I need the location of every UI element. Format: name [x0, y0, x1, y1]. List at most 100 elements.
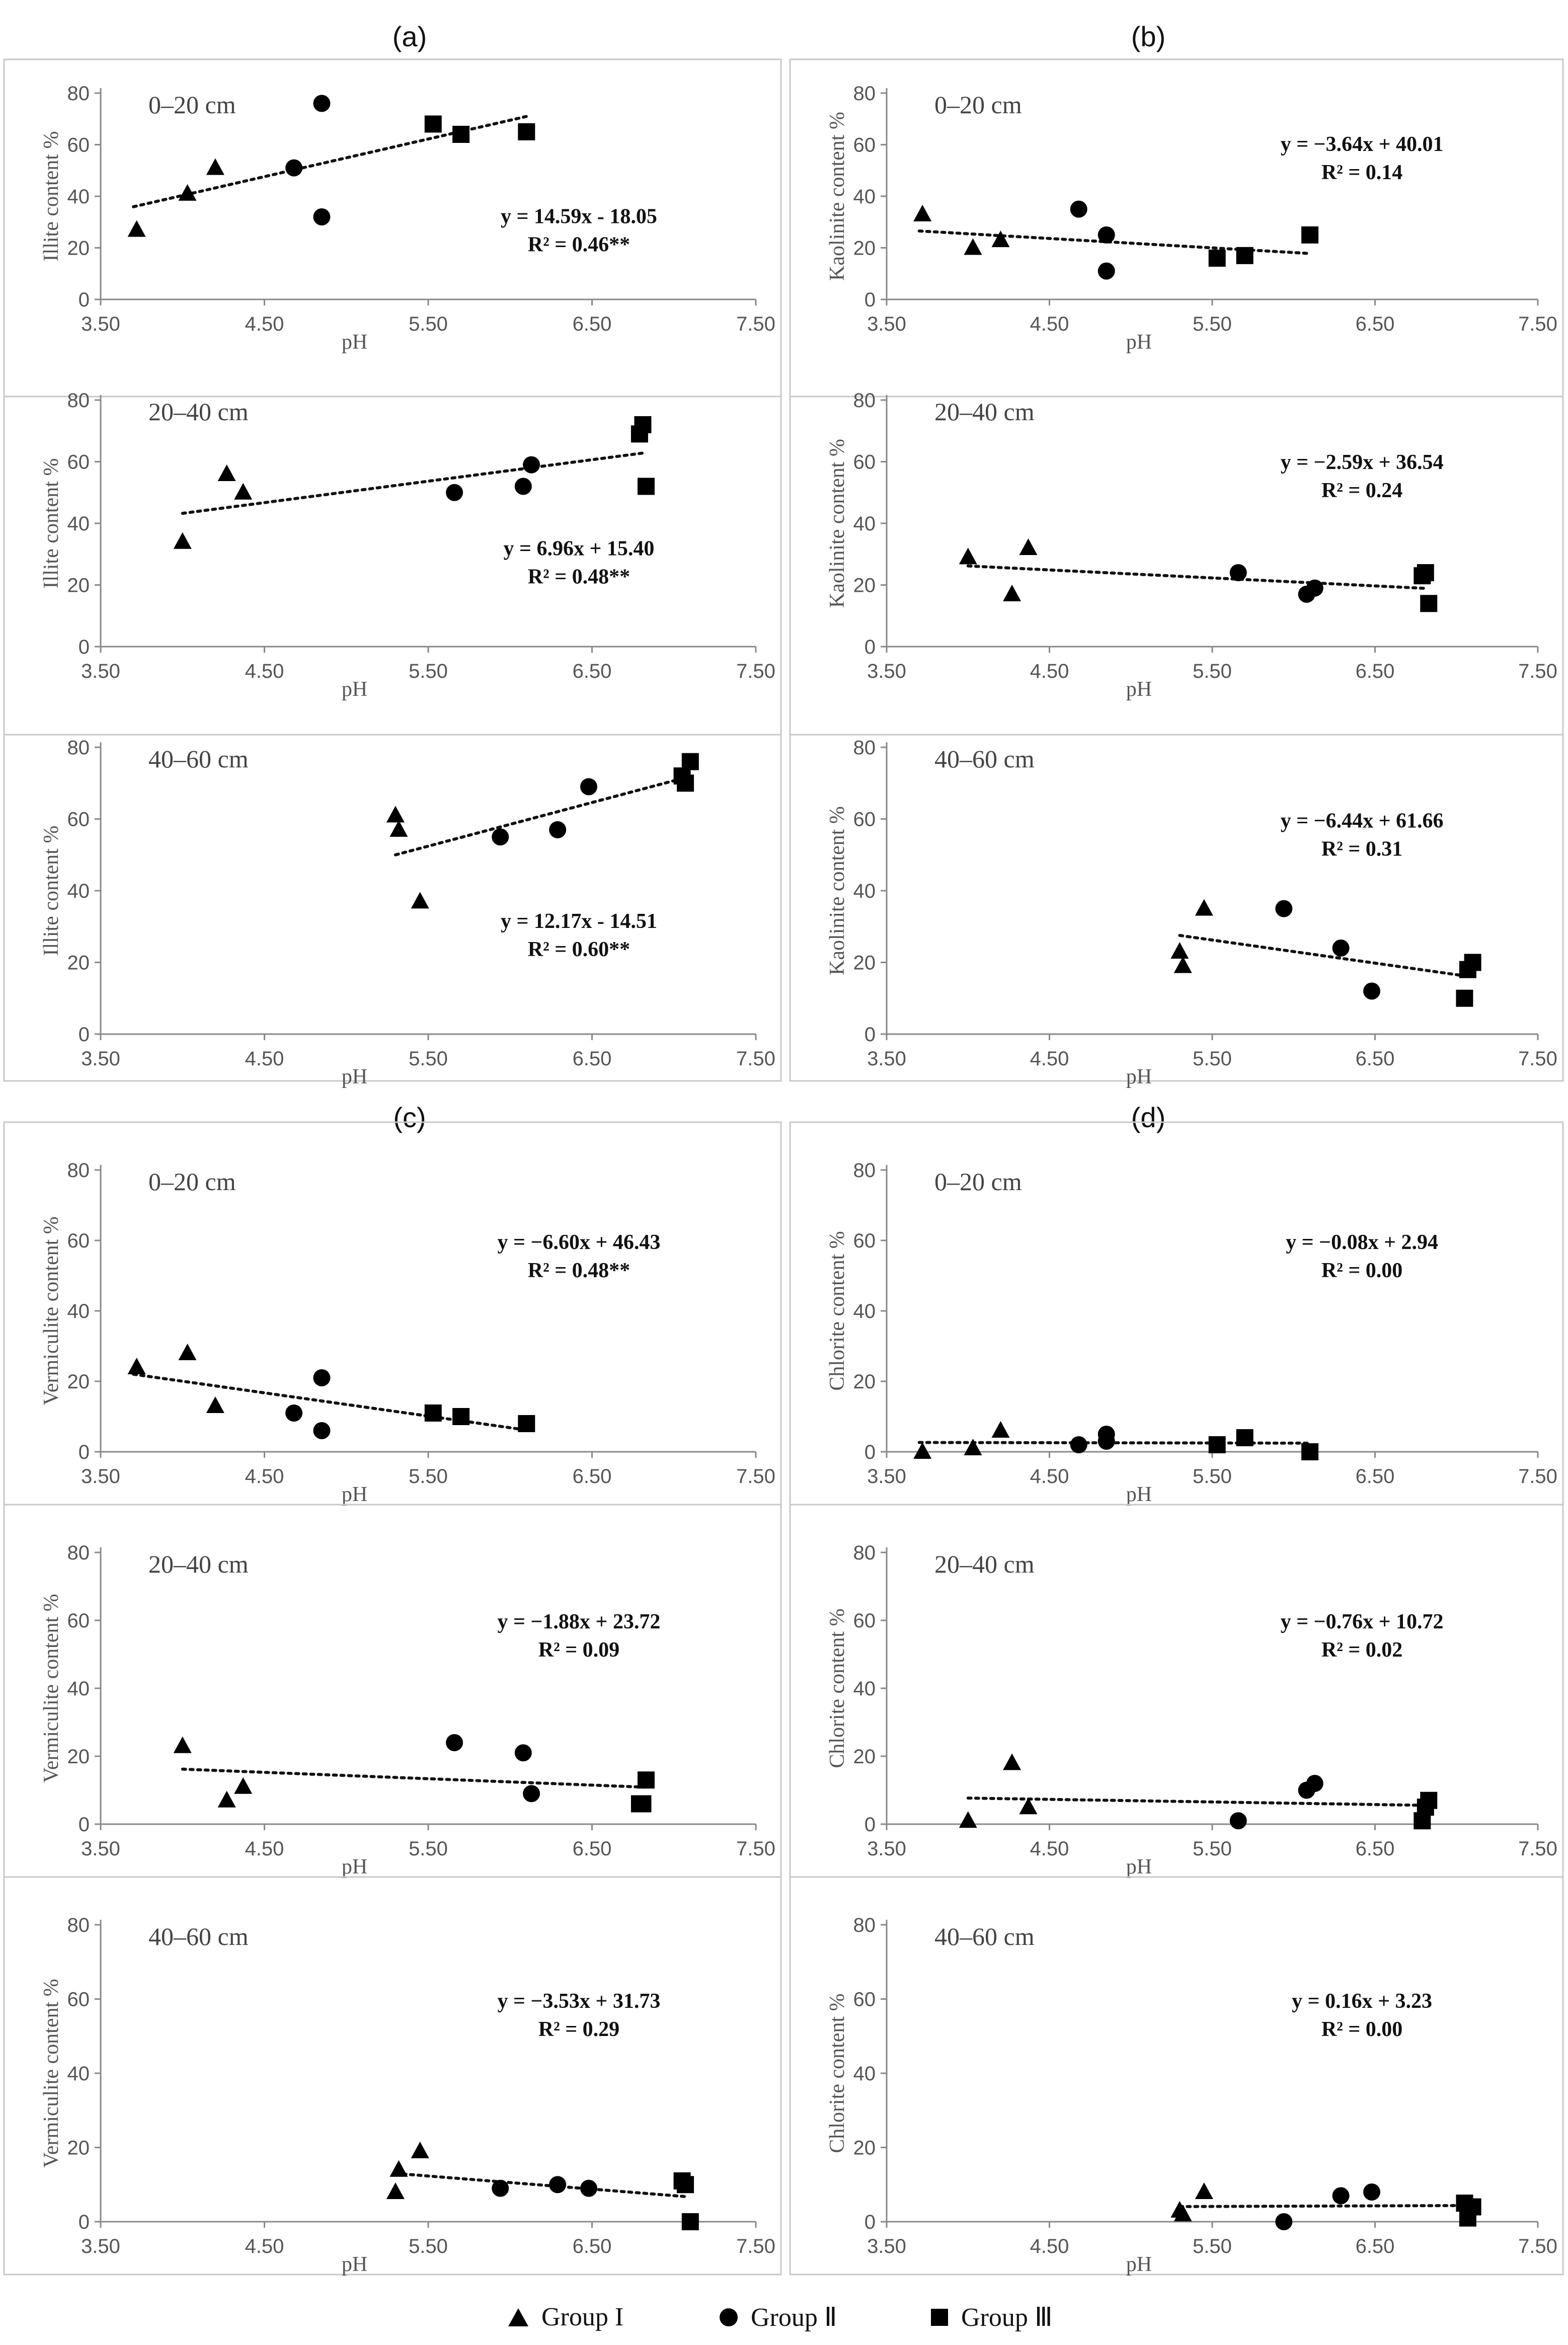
chart-a1: 0 20 40 60 80 3.50 4.50 5.50 6.50 7.50 pH Illite co…	[3, 58, 782, 398]
data-point-triangle	[1019, 538, 1038, 555]
data-point-triangle	[913, 204, 932, 221]
y-tick-label: 20	[67, 952, 90, 974]
equation-label: y = −6.44x + 61.66	[1281, 810, 1444, 833]
data-point-triangle	[386, 2182, 405, 2199]
data-point-triangle	[389, 2160, 408, 2177]
x-axis-label: pH	[342, 2253, 367, 2276]
x-axis-label: pH	[1126, 1483, 1152, 1506]
x-tick-label: 7.50	[1518, 313, 1557, 335]
y-axis-label: Kaolinite content %	[826, 439, 849, 608]
chart-b1: 0 20 40 60 80 3.50 4.50 5.50 6.50 7.50 pH Kaolinite…	[789, 58, 1564, 398]
x-tick-label: 3.50	[867, 660, 906, 682]
trend-line	[394, 775, 689, 856]
x-tick-label: 4.50	[245, 1465, 284, 1488]
x-tick-label: 4.50	[245, 660, 284, 682]
trend-line	[181, 451, 646, 515]
equation-label: y = −0.08x + 2.94	[1286, 1231, 1438, 1254]
data-point-circle	[1275, 900, 1293, 917]
x-tick-label: 3.50	[81, 660, 120, 682]
x-tick-label: 6.50	[573, 2235, 612, 2257]
data-point-square	[518, 123, 535, 140]
depth-label: 40–60 cm	[148, 1922, 249, 1950]
x-axis-label: pH	[1126, 331, 1152, 354]
trend-line	[1178, 933, 1471, 978]
r-squared-label: R² = 0.24	[1321, 479, 1402, 502]
data-point-circle	[1229, 564, 1247, 581]
y-tick-label: 60	[67, 134, 90, 157]
y-tick-label: 0	[79, 289, 90, 311]
data-point-triangle	[217, 464, 236, 481]
depth-label: 0–20 cm	[934, 91, 1022, 119]
data-point-circle	[1097, 226, 1115, 244]
data-point-circle	[523, 1785, 540, 1803]
depth-label: 0–20 cm	[148, 1167, 236, 1196]
legend-item-group2: Group Ⅱ	[720, 2302, 837, 2332]
data-point-circle	[446, 1734, 463, 1751]
data-point-circle	[580, 2179, 597, 2197]
y-tick-label: 80	[853, 389, 876, 412]
data-point-circle	[580, 778, 597, 796]
x-tick-label: 3.50	[81, 1048, 120, 1070]
x-axis-label: pH	[342, 1483, 367, 1506]
x-axis-label: pH	[342, 331, 367, 354]
r-squared-label: R² = 0.29	[538, 2018, 619, 2041]
x-axis-label: pH	[1126, 1065, 1152, 1088]
y-tick-label: 60	[853, 1230, 876, 1252]
legend-item-group3: Group Ⅲ	[931, 2302, 1053, 2332]
x-tick-label: 5.50	[409, 2235, 448, 2257]
r-squared-label: R² = 0.00	[1321, 1259, 1402, 1282]
equation-label: y = 6.96x + 15.40	[504, 537, 655, 561]
y-tick-label: 40	[67, 2063, 90, 2085]
r-squared-label: R² = 0.46**	[528, 233, 630, 256]
x-tick-label: 6.50	[573, 1465, 612, 1488]
data-point-circle	[313, 208, 331, 225]
data-point-circle	[446, 484, 463, 501]
x-tick-label: 3.50	[867, 313, 906, 335]
x-tick-label: 3.50	[867, 2235, 906, 2257]
y-tick-label: 20	[853, 575, 876, 597]
x-tick-label: 6.50	[1356, 1048, 1395, 1070]
y-tick-label: 40	[853, 513, 876, 535]
data-point-circle	[492, 2179, 509, 2197]
y-tick-label: 0	[79, 1814, 90, 1836]
x-tick-label: 3.50	[867, 1838, 906, 1860]
y-axis-label: Illite content %	[40, 131, 63, 262]
y-tick-label: 80	[67, 389, 90, 412]
data-point-square	[452, 1408, 470, 1425]
data-point-circle	[492, 828, 509, 846]
data-point-triangle	[1019, 1797, 1038, 1815]
data-point-circle	[523, 456, 540, 474]
data-point-circle	[1332, 2187, 1350, 2205]
equation-label: y = −0.76x + 10.72	[1281, 1610, 1444, 1633]
y-axis-label: Chlorite content %	[826, 1608, 849, 1768]
depth-label: 40–60 cm	[934, 745, 1035, 773]
y-tick-label: 40	[67, 1678, 90, 1700]
y-tick-label: 40	[67, 880, 90, 902]
x-axis-label: pH	[342, 1855, 367, 1879]
x-tick-label: 5.50	[1193, 1838, 1232, 1860]
depth-label: 40–60 cm	[934, 1922, 1035, 1950]
data-point-circle	[514, 478, 532, 495]
y-axis-label: Kaolinite content %	[826, 806, 849, 975]
x-tick-label: 4.50	[245, 1048, 284, 1070]
circle-marker-icon	[720, 2308, 738, 2326]
x-tick-label: 4.50	[1030, 2235, 1069, 2257]
y-tick-label: 20	[67, 1371, 90, 1393]
y-tick-label: 20	[853, 238, 876, 260]
depth-label: 20–40 cm	[934, 1550, 1035, 1578]
x-tick-label: 7.50	[736, 1048, 775, 1070]
r-squared-label: R² = 0.14	[1321, 161, 1402, 184]
data-point-square	[1208, 250, 1226, 267]
data-point-triangle	[127, 1358, 146, 1374]
data-point-circle	[549, 821, 567, 838]
triangle-marker-icon	[508, 2308, 528, 2326]
data-point-triangle	[1195, 899, 1213, 916]
data-point-circle	[1070, 1436, 1087, 1453]
y-axis-label: Illite content %	[40, 458, 63, 589]
data-point-triangle	[959, 1811, 977, 1828]
data-point-square	[1464, 954, 1481, 971]
data-point-square	[1236, 247, 1253, 264]
data-point-triangle	[178, 184, 197, 201]
y-tick-label: 20	[853, 1746, 876, 1768]
r-squared-label: R² = 0.02	[1321, 1638, 1402, 1662]
